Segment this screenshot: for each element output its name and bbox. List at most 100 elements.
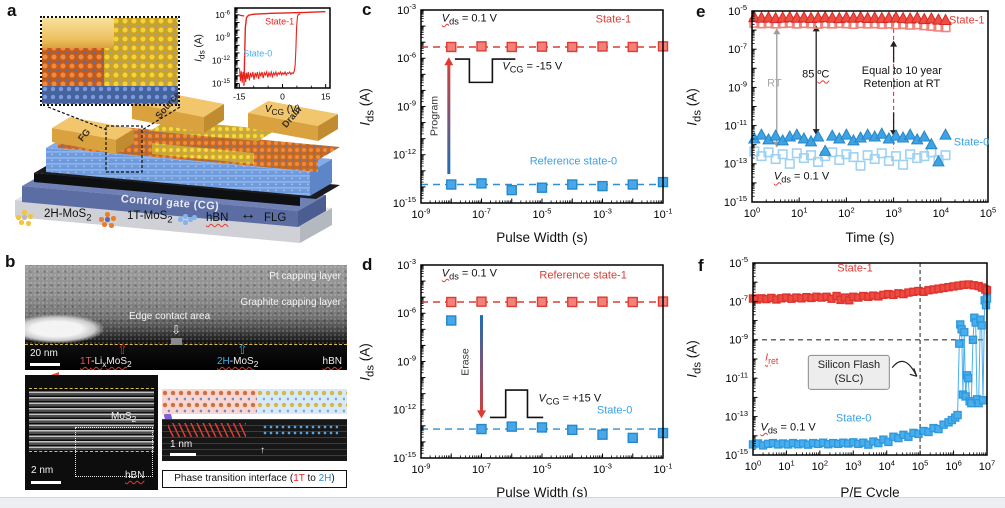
- svg-text:10-9: 10-9: [215, 33, 230, 43]
- chart-e-svg: 100 101 102 103 104 105 10-5 10-7 10-9 10-11 10-13…: [724, 3, 996, 220]
- 1t-overlay-marks: [168, 423, 246, 437]
- series-state-0: [748, 294, 992, 450]
- series-state-0: [446, 315, 669, 444]
- svg-text:10-7: 10-7: [472, 461, 491, 476]
- panel-label-b: b: [5, 252, 16, 271]
- interface-dashed-line: [29, 451, 154, 452]
- svg-text:10-15: 10-15: [393, 195, 416, 210]
- flg-double-arrow-icon: ↔: [240, 206, 256, 223]
- gold-electrode-slab: [42, 18, 114, 48]
- hbn-label-inset: hBN: [125, 470, 145, 481]
- graphite-capping-label: Graphite capping layer: [240, 297, 341, 308]
- svg-text:105: 105: [912, 458, 928, 473]
- svg-text:100: 100: [745, 458, 761, 473]
- panel-label-a: a: [7, 1, 17, 20]
- zoom-region-box: [75, 427, 153, 477]
- panel-b-tem: Pt capping layer Graphite capping layer …: [25, 265, 347, 490]
- legend-label-flg: FLG: [264, 212, 287, 224]
- scale-20nm-bar: [30, 363, 60, 366]
- svg-text:10-5: 10-5: [729, 255, 748, 270]
- chart-erase-pulse-width: 10-9 10-7 10-5 10-3 10-1 10-3 10-6 10-9 10-12 10-…: [355, 255, 673, 507]
- scale-1nm-bar: [170, 453, 196, 456]
- svg-text:10-6: 10-6: [215, 10, 230, 20]
- panel-label-c: c: [362, 0, 372, 19]
- legend-icon-1t-mos2: [99, 211, 119, 227]
- panel-a-inset-chart: -15 0 15 10-6 10-9 10-12 10-15 VCG (V) Ids (A) St…: [186, 0, 336, 122]
- chart-annotation: RT: [767, 76, 782, 89]
- svg-text:10-12: 10-12: [212, 56, 231, 66]
- x-axis-label: VCG (V): [264, 104, 301, 117]
- 1t-lixmos2-label: 1T-LixMoS2: [80, 356, 132, 369]
- panel-label-f: f: [698, 256, 704, 275]
- svg-text:103: 103: [885, 205, 901, 220]
- chart-f-svg: 100 101 102 103 104 105 106 107 10-5 10-7 10-9 10-1…: [725, 255, 995, 473]
- blue-up-arrow-icon: ⇧: [237, 342, 248, 357]
- svg-text:105: 105: [980, 205, 996, 220]
- chart-annotation: Vds = 0.1 V: [760, 420, 816, 436]
- scale-2nm-bar: [31, 481, 61, 484]
- series-state-0-rt-triangles: [748, 127, 952, 167]
- chart-endurance: 100 101 102 103 104 105 106 107 10-5 10-7 10-9 10-1…: [670, 255, 1005, 507]
- series-state-1-branch: [243, 10, 326, 86]
- aucr-label: Au/Cr layer: [29, 323, 80, 334]
- 2h-overlay-marks: [262, 424, 338, 436]
- svg-text:102: 102: [838, 205, 854, 220]
- chart-annotation: State-1: [837, 262, 873, 275]
- panel-label-e: e: [696, 2, 706, 21]
- svg-text:100: 100: [744, 205, 760, 220]
- chart-retention: 100 101 102 103 104 105 10-5 10-7 10-9 10-11 10-13…: [670, 0, 1005, 252]
- chart-annotation: State-0: [596, 404, 633, 417]
- chart-annotation: State-0: [835, 412, 872, 425]
- svg-text:107: 107: [979, 458, 995, 473]
- chart-c-svg: 10-9 10-7 10-5 10-3 10-110-310-610-910-1210-…: [393, 2, 673, 221]
- x-axis-label: Pulse Width (s): [496, 485, 588, 500]
- window-bottom-strip: [0, 497, 1005, 508]
- svg-text:10-3: 10-3: [397, 2, 416, 17]
- chart-annotation: State-1: [265, 16, 295, 27]
- svg-text:10-5: 10-5: [728, 3, 747, 18]
- svg-text:10-9: 10-9: [397, 99, 416, 114]
- svg-text:10-9: 10-9: [729, 332, 748, 347]
- 2h-mos2-lattice: [104, 18, 178, 86]
- svg-text:10-3: 10-3: [593, 206, 612, 221]
- svg-text:10-9: 10-9: [412, 461, 431, 476]
- scale-20nm-label: 20 nm: [30, 348, 58, 359]
- chart-annotation: Reference state-1: [539, 269, 627, 282]
- chart-annotation: Program: [428, 96, 441, 137]
- edge-contact-label: Edge contact area: [129, 311, 211, 322]
- white-down-arrow-icon: ⇩: [171, 323, 182, 337]
- svg-text:10-9: 10-9: [728, 80, 747, 95]
- svg-text:10-9: 10-9: [412, 206, 431, 221]
- svg-text:101: 101: [791, 205, 807, 220]
- 2h-model-half: [257, 389, 347, 414]
- chart-annotation: Vds = 0.1 V: [441, 267, 498, 282]
- scale-2nm-label: 2 nm: [31, 465, 54, 476]
- legend-label-hbn: hBN: [206, 212, 229, 224]
- svg-text:10-12: 10-12: [393, 147, 416, 162]
- svg-text:15: 15: [321, 92, 331, 102]
- svg-text:101: 101: [778, 458, 794, 473]
- svg-text:103: 103: [845, 458, 861, 473]
- svg-text:10-15: 10-15: [212, 78, 231, 88]
- hbn-label-top: hBN: [322, 356, 342, 367]
- atomic-model-band: [162, 389, 347, 414]
- svg-text:10-15: 10-15: [393, 450, 416, 465]
- y-axis-label: Ids (A): [684, 87, 704, 126]
- scale-1nm-label: 1 nm: [170, 439, 193, 450]
- lattice-zoom-inset: [40, 16, 180, 106]
- chart-annotation: Vds = 0.1 V: [441, 12, 498, 27]
- series-state-0-85c-squares: [749, 146, 951, 171]
- svg-text:10-13: 10-13: [724, 156, 747, 171]
- series-reference-state-0: [446, 176, 669, 196]
- tem-cross-section-image: Pt capping layer Graphite capping layer …: [25, 265, 347, 370]
- x-axis-label: Pulse Width (s): [496, 230, 588, 245]
- legend-icon-2h-mos2: [16, 209, 36, 225]
- device-3d-illustration: [15, 90, 340, 243]
- svg-text:10-11: 10-11: [724, 118, 747, 133]
- chart-annotation: 85 ºC: [802, 68, 830, 81]
- aucr-region: [25, 315, 103, 343]
- svg-text:10-15: 10-15: [724, 194, 747, 209]
- y-axis-label: Ids (A): [357, 87, 377, 126]
- chart-annotation: VCG = -15 V: [502, 60, 563, 75]
- pt-capping-label: Pt capping layer: [269, 271, 341, 282]
